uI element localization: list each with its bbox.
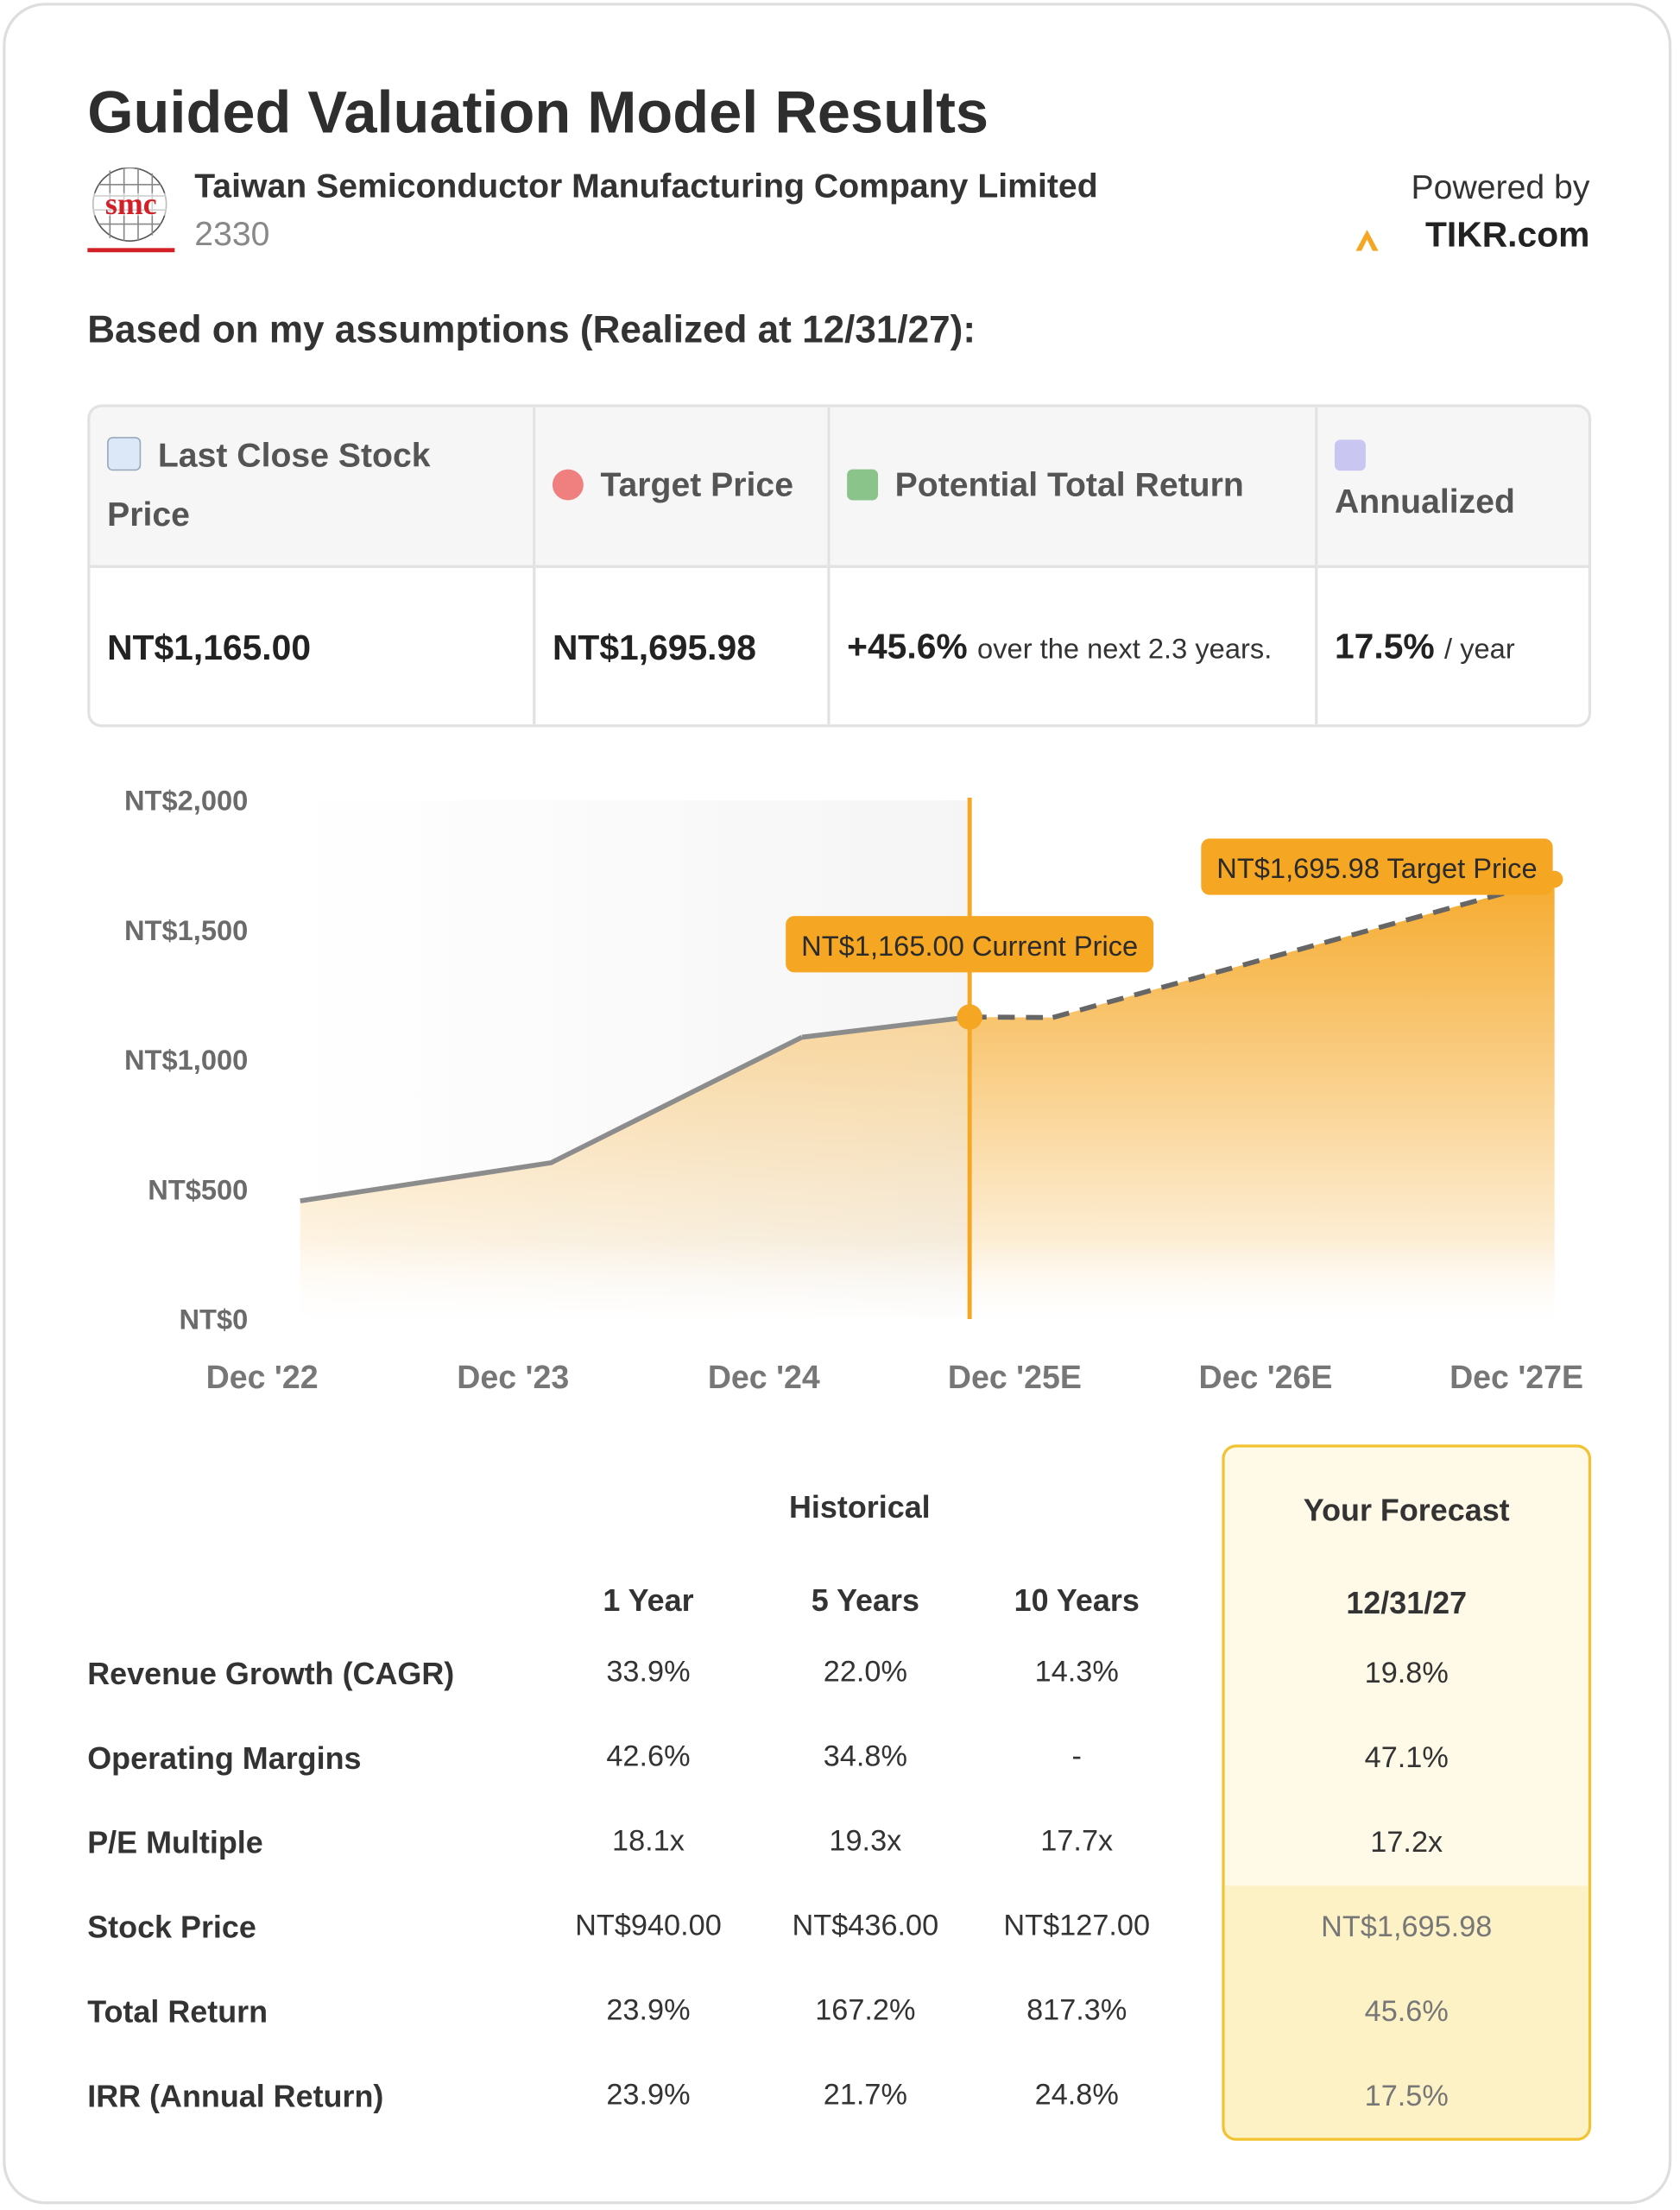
x-tick-label: Dec '23 [457,1359,569,1395]
return-value: +45.6% [847,626,968,666]
target-label-text: NT$1,695.98 Target Price [1216,852,1537,884]
header-text: Last Close Stock Price [107,437,431,534]
company-logo: smc [87,167,175,253]
history-connector [801,1014,970,1040]
return-note: over the next 2.3 years. [977,633,1273,665]
icon [1334,439,1366,471]
cell: 34.8% [823,1740,907,1773]
cell: 33.9% [606,1656,691,1689]
cell: 817.3% [1026,1993,1127,2027]
row-label: Revenue Growth (CAGR) [87,1656,455,1692]
cell: 17.5% [1364,2080,1449,2113]
ticker: 2330 [194,215,270,254]
price-chart: NT$0 NT$500 NT$1,000 NT$1,500 NT$2,000 Dec '2… [124,785,1583,1395]
header-text: Target Price [600,466,794,505]
assumptions-heading: Based on my assumptions (Realized at 12/… [87,308,976,351]
history-line [300,1034,804,1203]
column-header: 5 Years [811,1582,919,1619]
summary-header: Last Close Stock Price [90,407,534,568]
company-name: Taiwan Semiconductor Manufacturing Compa… [194,167,1098,206]
summary-value: NT$1,695.98 [552,628,756,667]
group-header: Historical [788,1489,931,1525]
column-header: 12/31/27 [1346,1585,1468,1621]
cell: 22.0% [823,1656,907,1689]
provider[interactable]: TIKR.com [1424,215,1590,256]
cell: NT$436.00 [792,1910,939,1942]
y-tick-label: NT$2,000 [124,785,248,817]
cell: 47.1% [1364,1741,1449,1775]
annualized-value: 17.5% [1334,626,1435,666]
cell: 17.7x [1040,1825,1114,1858]
target-label-box [1201,838,1553,895]
summary-column: Target Price NT$1,695.98 [535,407,831,725]
cell: 23.9% [606,1993,691,2027]
icon [847,469,879,501]
row-label: Operating Margins [87,1740,362,1776]
current-label-text: NT$1,165.00 Current Price [801,930,1138,962]
summary-value: +45.6% over the next 2.3 years. [831,568,1316,724]
cell: 167.2% [815,1993,916,2027]
cell: NT$127.00 [1003,1910,1151,1942]
cell: 17.2x [1370,1826,1443,1860]
provider-logo [1355,230,1379,251]
icon [107,437,142,471]
y-tick-label: NT$500 [148,1173,248,1205]
x-tick-label: Dec '26E [1198,1359,1332,1395]
summary-column: Potential Total Return +45.6% over the n… [830,407,1318,725]
x-tick-label: Dec '27E [1449,1359,1583,1395]
cell: NT$940.00 [575,1910,722,1942]
svg-text:smc: smc [105,186,157,221]
x-tick-label: Dec '25E [948,1359,1082,1395]
y-tick-label: NT$0 [179,1303,248,1335]
column-header: 10 Years [1014,1582,1140,1619]
powered-by: Powered by [1411,168,1590,207]
summary-column: Last Close Stock Price NT$1,165.00 [90,407,536,725]
summary-header: Annualized [1317,407,1588,568]
forecast-panel [1222,1444,1592,2141]
cell: 21.7% [823,2078,907,2112]
row-label: IRR (Annual Return) [87,2078,384,2114]
forecast-connector [969,1014,1053,1020]
cell: 19.8% [1364,1657,1449,1690]
row-label: P/E Multiple [87,1825,263,1860]
annualized-note: / year [1444,633,1515,665]
cell: 19.3x [829,1825,902,1858]
y-tick-label: NT$1,000 [124,1044,248,1076]
cell: - [1071,1740,1082,1773]
summary-header: Potential Total Return [830,407,1316,568]
summary-column: Annualized 17.5% / year [1317,407,1588,724]
summary-header: Target Price [535,407,828,568]
y-tick-label: NT$1,500 [124,914,248,946]
summary-value: NT$1,165.00 [107,628,312,667]
icon [552,469,584,501]
x-tick-label: Dec '22 [206,1359,319,1395]
header-text: Annualized [1334,483,1515,522]
cell: 18.1x [612,1825,685,1858]
cell: 24.8% [1034,2078,1119,2112]
cell: 42.6% [606,1740,691,1773]
title: Guided Valuation Model Results [87,79,989,146]
cell: 45.6% [1364,1995,1449,2029]
summary-table: Last Close Stock Price NT$1,165.00 Targe… [87,404,1592,728]
cell: NT$1,695.98 [1321,1910,1493,1944]
forecast-highlight [1224,1885,1588,2138]
group-header: Your Forecast [1303,1492,1510,1528]
header-text: Potential Total Return [894,466,1244,505]
forecast-line [1052,876,1556,1020]
row-label: Total Return [87,1993,268,2030]
row-label: Stock Price [87,1910,256,1945]
cell: 14.3% [1034,1656,1119,1689]
card-border [3,3,1672,2205]
current-marker [957,1004,982,1030]
summary-value: 17.5% / year [1317,568,1588,724]
x-tick-label: Dec '24 [708,1359,820,1395]
column-header: 1 Year [603,1582,694,1619]
cell: 23.9% [606,2078,691,2112]
current-label-box [786,916,1154,973]
